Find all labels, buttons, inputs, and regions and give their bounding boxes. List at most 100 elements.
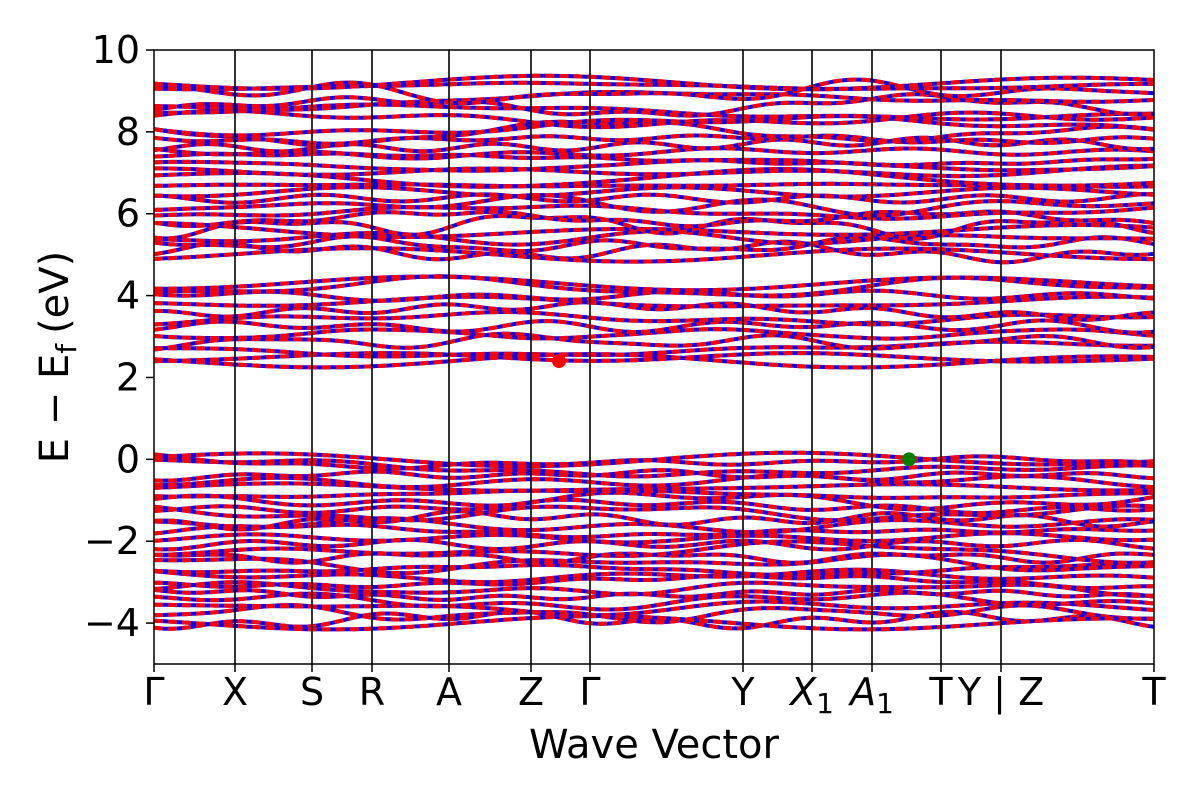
x-tick-label-text: Γ [579, 670, 600, 714]
x-tick-label-text: A [847, 670, 876, 714]
y-tick-label: 0 [116, 437, 140, 481]
x-tick-label: R [359, 670, 385, 714]
band-line-spin-up [154, 473, 1154, 490]
y-tick-label: 8 [116, 110, 140, 154]
band-line-spin-down [154, 567, 1154, 585]
x-tick-label-text: Γ [143, 670, 164, 714]
band-line-spin-down [154, 310, 1154, 327]
band-line-spin-up [154, 108, 1154, 130]
band-lines [154, 73, 1154, 632]
x-tick-label: A [436, 670, 462, 714]
band-line-spin-down [154, 73, 1154, 92]
x-tick-label: X [222, 670, 248, 714]
band-line-spin-up [154, 318, 1154, 335]
x-tick-label-text: Y | Z [957, 670, 1044, 715]
y-tick-label: −4 [84, 601, 140, 645]
x-tick-label-text: A [436, 670, 462, 714]
x-tick-label-text: R [359, 670, 385, 714]
band-line-spin-down [154, 163, 1154, 179]
band-line-spin-down [154, 352, 1154, 370]
y-tick-label: 6 [116, 192, 140, 236]
band-line-spin-down [154, 522, 1154, 540]
band-line-spin-up [154, 503, 1154, 523]
band-line-spin-down [154, 294, 1154, 309]
band-line-spin-up [154, 497, 1154, 515]
x-tick-label: X1 [788, 670, 834, 720]
band-line-spin-up [154, 300, 1154, 322]
x-tick-label-text: S [300, 670, 324, 714]
x-tick-label: T [928, 670, 953, 714]
band-line-spin-up [154, 193, 1154, 218]
svg-text:E − Ef(eV): E − Ef (eV) [32, 251, 83, 464]
band-line-spin-up [154, 490, 1154, 512]
x-tick-label: S [300, 670, 324, 714]
band-edge-marker [902, 452, 916, 467]
band-line-spin-down [154, 246, 1154, 264]
band-line-spin-down [154, 274, 1154, 293]
band-line-spin-down [154, 488, 1154, 500]
x-axis-label: Wave Vector [529, 722, 780, 768]
band-line-spin-down [154, 151, 1154, 168]
band-line-spin-up [154, 92, 1154, 118]
y-tick-label: 10 [92, 28, 140, 72]
band-line-spin-down [154, 614, 1154, 632]
y-axis-label-main: E − E [32, 354, 78, 464]
band-line-spin-down [154, 221, 1154, 239]
y-tick-label: 4 [116, 274, 140, 318]
band-line-spin-up [154, 331, 1154, 352]
x-tick-label: T [1141, 670, 1166, 714]
band-line-spin-down [154, 327, 1154, 341]
plot-frame [153, 49, 1155, 665]
x-tick-label: Z [518, 670, 544, 714]
y-tick-label: 2 [116, 355, 140, 399]
high-symmetry-lines [234, 50, 1002, 664]
y-axis-ticks: −4 −2 0 2 4 6 8 10 [84, 28, 154, 645]
band-line-spin-down [154, 214, 1154, 241]
band-line-spin-up [154, 192, 1154, 205]
band-line-spin-down [154, 599, 1154, 618]
band-line-spin-up [154, 114, 1154, 138]
band-line-spin-down [154, 90, 1154, 112]
band-line-spin-down [154, 539, 1154, 565]
band-line-spin-up [154, 133, 1154, 146]
x-tick-label-text: Z [518, 670, 544, 714]
band-line-spin-up [154, 580, 1154, 598]
x-tick-label-text: Y [730, 670, 755, 714]
x-tick-label-text: T [1141, 670, 1166, 714]
y-tick-label: −2 [84, 519, 140, 563]
band-line-spin-up [154, 234, 1154, 253]
band-line-spin-down [154, 80, 1154, 92]
band-line-spin-down [154, 509, 1154, 532]
band-line-spin-down [154, 157, 1154, 173]
band-line-spin-down [154, 452, 1154, 471]
band-line-spin-down [154, 457, 1154, 479]
band-edge-markers [552, 354, 916, 467]
band-line-spin-down [154, 450, 1154, 469]
x-tick-label: Y | Z [957, 670, 1044, 715]
x-tick-label-text: T [928, 670, 953, 714]
band-line-spin-up [154, 146, 1154, 161]
band-line-spin-up [154, 537, 1154, 552]
y-axis-label-subscript: f [50, 343, 83, 354]
band-line-spin-up [154, 590, 1154, 612]
band-line-spin-down [154, 481, 1154, 493]
band-line-spin-down [154, 102, 1154, 122]
y-axis-label-unit: (eV) [32, 251, 78, 334]
band-line-spin-up [154, 552, 1154, 576]
band-line-spin-down [154, 573, 1154, 590]
x-tick-label: Γ [143, 670, 164, 714]
x-tick-label-subscript: 1 [876, 687, 894, 720]
x-tick-label-text: X [788, 670, 817, 714]
band-line-spin-down [154, 185, 1154, 199]
x-tick-label: Γ [579, 670, 600, 714]
band-line-spin-down [154, 203, 1154, 221]
x-tick-label: A1 [847, 670, 894, 720]
x-tick-label-text: X [222, 670, 248, 714]
band-edge-marker [552, 354, 566, 369]
band-line-spin-up [154, 468, 1154, 483]
y-axis-label: E − Ef (eV) [32, 251, 83, 464]
x-tick-label: Y [730, 670, 755, 714]
x-tick-label-subscript: 1 [816, 687, 834, 720]
